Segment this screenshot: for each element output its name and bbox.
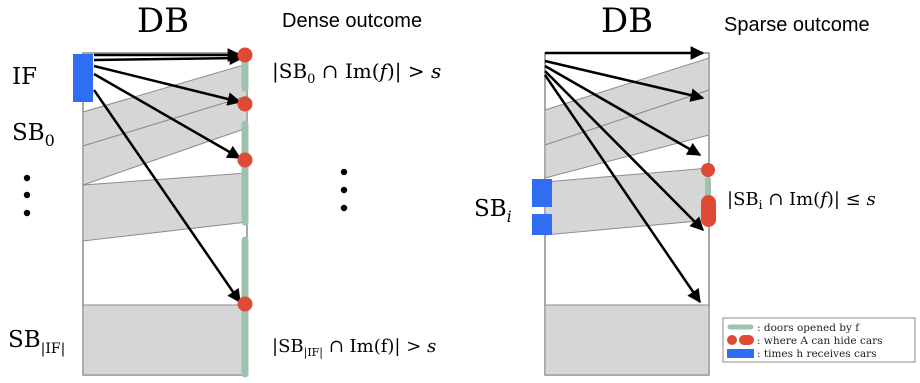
right-band-last	[544, 304, 710, 376]
left-band-sblast	[82, 304, 248, 376]
middle-vertical-ellipsis	[340, 168, 348, 212]
label-sblast: SB|IF|	[8, 327, 65, 357]
left-outcome-title: Dense outcome	[282, 10, 422, 32]
left-hide-dot-4	[237, 296, 253, 312]
right-arrow-3	[544, 64, 702, 157]
right-sbi-bar-1	[532, 179, 552, 207]
left-arrow-4	[92, 89, 242, 304]
left-band-3	[82, 172, 248, 242]
legend-box	[722, 317, 916, 363]
right-hide-pill	[701, 195, 716, 227]
label-sb0: SB0	[12, 120, 55, 150]
legend-item-hide: : where A can hide cars	[757, 335, 883, 347]
left-hide-dot-1	[237, 47, 253, 63]
condition-sparse: |SBi ∩ Im(f)| ≤ s	[727, 189, 876, 212]
legend-hide-pill-swatch	[739, 335, 754, 345]
condition-dense-top: |SB0 ∩ Im(f)| > s	[272, 59, 441, 87]
label-sbi: SBi	[474, 196, 512, 226]
right-sbi-bar-2	[532, 214, 552, 235]
legend-receive-swatch	[727, 349, 754, 358]
left-arrow-2	[93, 64, 242, 106]
left-if-bar	[73, 54, 93, 102]
condition-dense-bottom: |SB|IF| ∩ Im(f)| > s	[272, 336, 436, 360]
left-arrow-3	[93, 72, 242, 160]
right-arrow-5	[543, 74, 702, 304]
right-db-title: DB	[601, 1, 653, 41]
left-hide-dot-3	[237, 152, 253, 168]
left-arrow-1	[93, 51, 244, 66]
legend-item-receive: : times h receives cars	[757, 348, 877, 360]
label-if: IF	[12, 64, 37, 90]
right-band-2	[544, 89, 710, 179]
right-panel: DB Sparse outcome SBi |SBi ∩ Im(f)| ≤ s	[474, 1, 876, 376]
legend-item-doors: : doors opened by f	[757, 322, 860, 334]
left-vertical-ellipsis	[23, 174, 31, 217]
right-arrow-4	[544, 70, 704, 231]
left-db-title: DB	[137, 1, 189, 41]
legend-hide-dot-swatch	[727, 335, 737, 345]
right-hide-dot	[701, 163, 715, 177]
right-outcome-title: Sparse outcome	[724, 14, 870, 36]
left-panel: DB Dense outcome IF SB0 SB|IF|	[8, 1, 441, 378]
right-arrow-2	[544, 59, 705, 102]
right-band-sbi	[544, 167, 710, 236]
left-hide-dot-2	[237, 96, 253, 112]
legend: : doors opened by f : where A can hide c…	[722, 317, 916, 363]
